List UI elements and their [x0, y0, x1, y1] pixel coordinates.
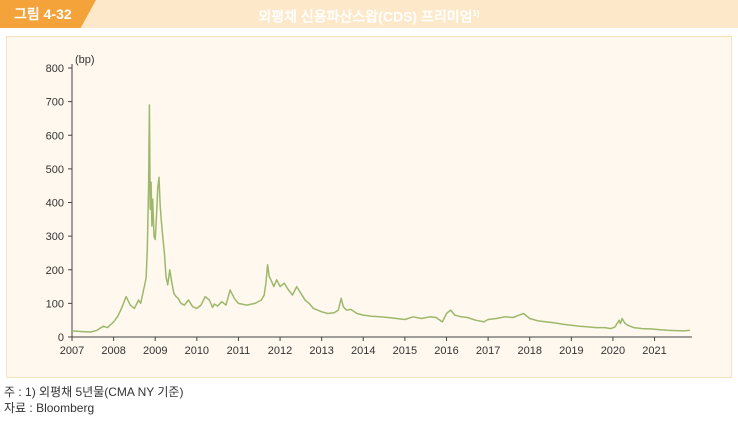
x-tick-label: 2012	[268, 345, 292, 357]
figure-label: 그림 4-32	[0, 0, 96, 28]
x-tick-label: 2021	[642, 345, 666, 357]
x-tick-label: 2008	[101, 345, 125, 357]
chart-title: 외평채 신용파산스왑(CDS) 프리미엄1)	[0, 0, 738, 28]
chart-title-text: 외평채 신용파산스왑(CDS) 프리미엄	[258, 8, 473, 25]
series-group	[71, 104, 690, 333]
y-tick-label: 200	[46, 265, 64, 277]
x-tick-label: 2016	[434, 345, 458, 357]
notes: 주 : 1) 외평채 5년물(CMA NY 기준) 자료 : Bloomberg	[4, 384, 183, 416]
y-tick-label: 300	[46, 231, 64, 243]
y-axis-unit-label: (bp)	[75, 54, 95, 66]
y-tick-label: 600	[46, 130, 64, 142]
x-tick-label: 2011	[227, 345, 251, 357]
y-tick-label: 800	[46, 63, 64, 75]
x-tick-label: 2013	[309, 345, 333, 357]
title-bar: 그림 4-32 외평채 신용파산스왑(CDS) 프리미엄1)	[0, 0, 738, 28]
y-tick-label: 500	[46, 164, 64, 176]
footnote: 주 : 1) 외평채 5년물(CMA NY 기준)	[4, 385, 184, 399]
x-tick-label: 2009	[143, 345, 167, 357]
x-tick-labels: 2007 2008 2009 2010 2011 2012 2013 2014 2015 2016…	[60, 337, 667, 357]
x-tick-label: 2019	[559, 345, 583, 357]
y-tick-label: 100	[46, 298, 64, 310]
chart-panel	[6, 36, 732, 378]
y-tick-label: 400	[46, 198, 64, 210]
title-footnote-marker: 1)	[472, 9, 480, 18]
x-tick-label: 2010	[185, 345, 209, 357]
x-tick-label: 2020	[601, 345, 625, 357]
cds-premium-series-line	[71, 104, 690, 333]
y-tick-labels: 0 100 200 300 400 500 600 700 800	[46, 63, 72, 344]
y-tick-label: 700	[46, 97, 64, 109]
x-tick-label: 2015	[393, 345, 417, 357]
y-tick-label: 0	[58, 332, 64, 344]
x-tick-label: 2018	[517, 345, 541, 357]
x-tick-label: 2007	[60, 345, 84, 357]
source-note: 자료 : Bloomberg	[4, 401, 95, 415]
x-tick-label: 2014	[351, 345, 375, 357]
x-tick-label: 2017	[476, 345, 500, 357]
axes-group: (bp)	[71, 54, 692, 338]
